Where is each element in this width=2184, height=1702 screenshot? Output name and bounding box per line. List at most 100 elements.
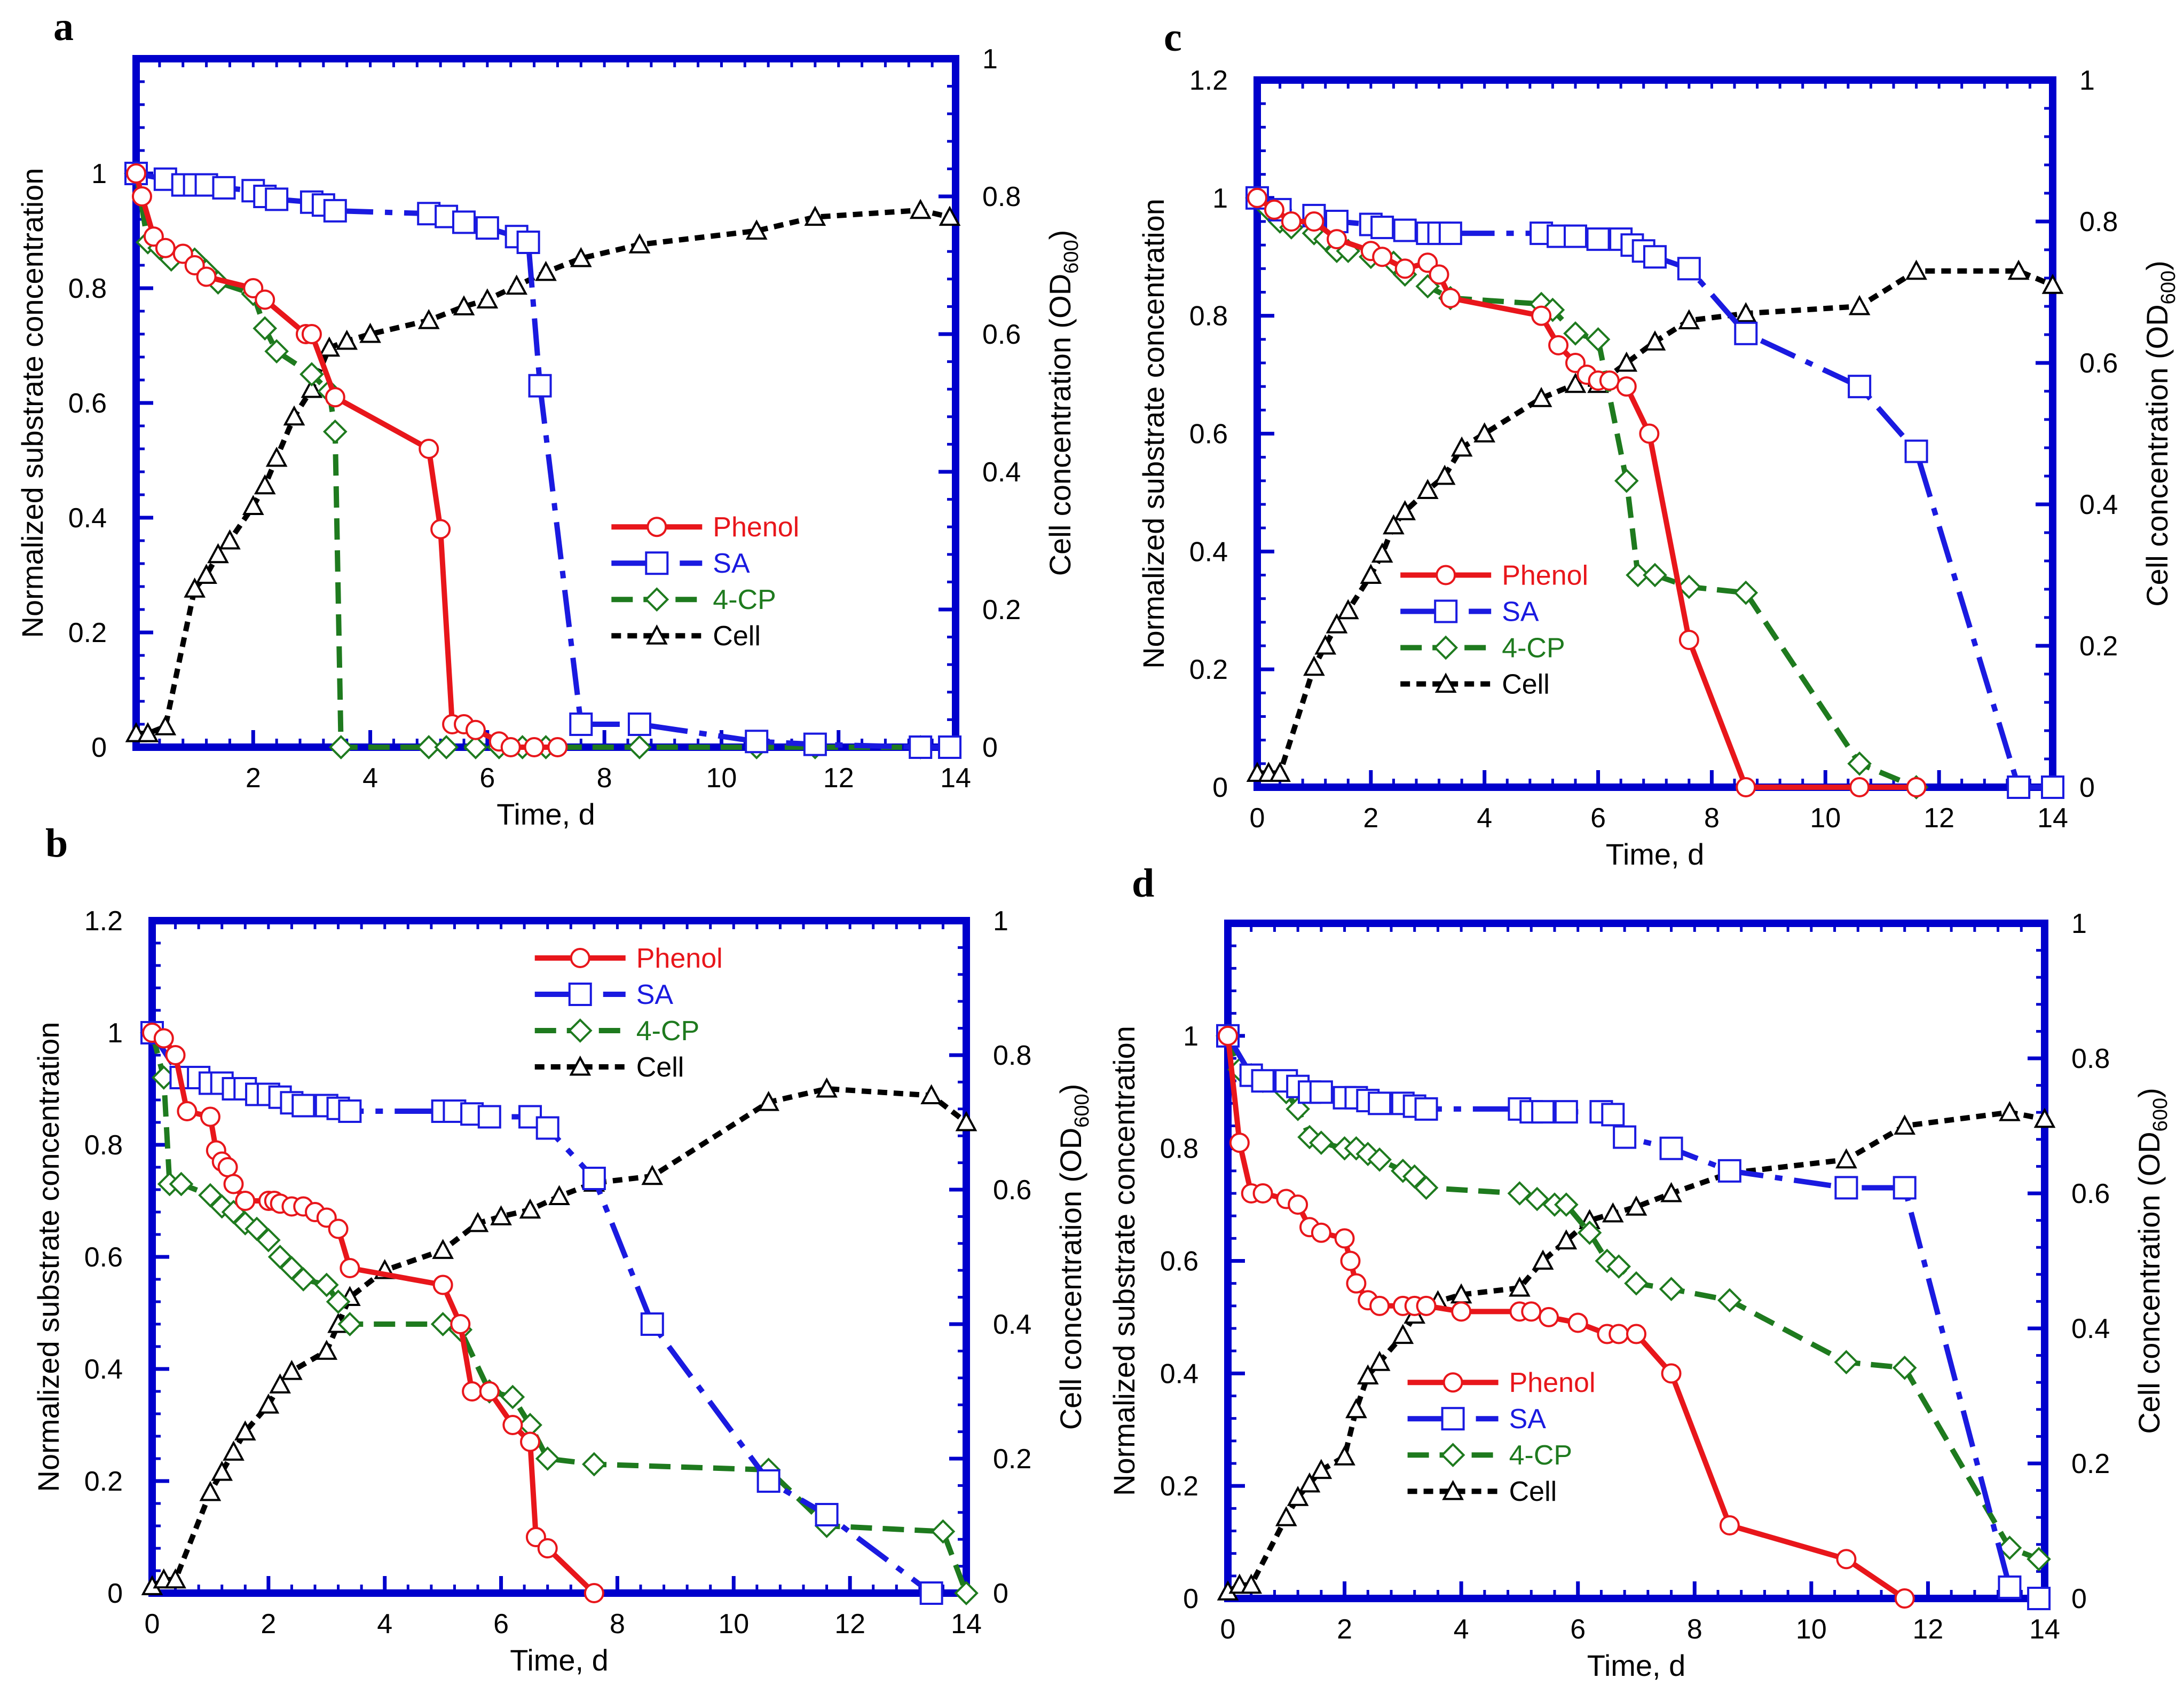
- data-point: [1509, 1276, 1531, 1297]
- data-point: [1554, 1100, 1578, 1124]
- data-point: [1894, 1588, 1915, 1609]
- data-point: [1370, 216, 1394, 240]
- data-point: [1834, 1176, 1858, 1200]
- data-point: [938, 735, 962, 759]
- data-point: [1905, 259, 1927, 280]
- y2-tick-label: 0: [982, 732, 998, 763]
- y2-tick-label: 0.6: [2071, 1178, 2110, 1209]
- y-tick-label: 0: [1212, 772, 1228, 803]
- data-point: [500, 737, 521, 757]
- data-point: [301, 324, 322, 344]
- data-point: [328, 1218, 349, 1239]
- data-point: [452, 210, 476, 234]
- data-point: [627, 735, 652, 759]
- data-point: [169, 1171, 194, 1197]
- data-point: [584, 1583, 604, 1603]
- data-point: [153, 1028, 174, 1049]
- data-point: [450, 1314, 471, 1334]
- data-point: [416, 735, 441, 759]
- x-tick-label: 2: [261, 1609, 276, 1640]
- data-point: [1264, 199, 1284, 220]
- y2-axis-title-main: Cell concentration (OD: [2140, 304, 2174, 606]
- data-point: [1521, 1301, 1542, 1322]
- data-point: [2041, 274, 2064, 294]
- data-point: [1586, 327, 1611, 352]
- data-point: [1532, 1249, 1554, 1270]
- data-point: [909, 735, 933, 759]
- x-tick-label: 4: [1477, 803, 1492, 834]
- data-point: [223, 1174, 244, 1194]
- series-line: [1255, 196, 1918, 790]
- x-tick-label: 4: [362, 763, 378, 794]
- y-tick-label: 1.2: [84, 906, 123, 937]
- data-point: [1659, 1136, 1683, 1160]
- data-point: [1836, 1549, 1857, 1570]
- data-point: [253, 316, 278, 341]
- x-tick-label: 12: [1923, 803, 1954, 834]
- data-point: [2041, 775, 2064, 799]
- x-tick-label: 6: [1590, 803, 1606, 834]
- series-cell: [141, 1077, 977, 1595]
- y-axis-title: Normalized substrate concentration: [1107, 1026, 1141, 1496]
- y2-tick-label: 0: [993, 1578, 1008, 1609]
- data-point: [537, 1538, 558, 1558]
- data-point: [476, 288, 499, 308]
- y2-axis-title-sub: 600: [2157, 271, 2180, 304]
- data-point: [1717, 1159, 1741, 1183]
- data-point: [196, 266, 217, 287]
- data-point: [430, 519, 451, 540]
- data-point: [1451, 1301, 1472, 1322]
- x-tick-label: 8: [597, 763, 612, 794]
- legend: Phenol SA 4-CP Cell: [1400, 560, 1588, 700]
- x-tick-label: 4: [377, 1609, 392, 1640]
- x-tick-label: 10: [706, 763, 737, 794]
- data-point: [628, 233, 651, 254]
- data-point: [1368, 1351, 1391, 1371]
- x-tick-label: 12: [834, 1609, 865, 1640]
- data-point: [338, 1099, 362, 1123]
- data-point: [1734, 321, 1758, 345]
- data-point: [1834, 1350, 1859, 1375]
- data-point: [1531, 305, 1552, 326]
- data-point: [1848, 375, 1872, 399]
- data-point: [235, 1191, 256, 1211]
- y2-tick-label: 0.8: [993, 1040, 1031, 1071]
- legend-label: SA: [713, 548, 750, 579]
- data-point: [256, 1228, 281, 1253]
- data-point: [419, 439, 439, 459]
- data-point: [164, 1568, 186, 1589]
- x-tick-label: 0: [1220, 1614, 1236, 1645]
- data-point: [1616, 376, 1637, 397]
- legend-label: 4-CP: [636, 1016, 699, 1047]
- data-point: [931, 1519, 956, 1544]
- legend-label: Phenol: [636, 943, 723, 974]
- y2-tick-label: 0.4: [2079, 489, 2118, 520]
- legend-swatch-marker: [645, 624, 668, 645]
- legend-label: Cell: [713, 621, 761, 652]
- data-point: [1334, 1445, 1355, 1466]
- x-tick-label: 6: [493, 1609, 509, 1640]
- data-point: [314, 1272, 339, 1297]
- data-point: [322, 419, 348, 444]
- data-point: [756, 1469, 780, 1493]
- series-line: [1256, 195, 2053, 790]
- data-point: [1586, 227, 1610, 251]
- data-point: [318, 336, 341, 357]
- y2-tick-label: 1: [982, 44, 998, 75]
- data-point: [1357, 1364, 1379, 1384]
- data-point: [1606, 1254, 1631, 1279]
- data-point: [1440, 288, 1461, 308]
- x-tick-label: 14: [2037, 803, 2068, 834]
- data-point: [1564, 373, 1587, 393]
- y2-axis-title: Cell concentration (OD600): [1043, 230, 1083, 576]
- x-tick-label: 8: [1687, 1614, 1702, 1645]
- data-point: [1310, 1459, 1333, 1479]
- data-point: [1368, 1091, 1392, 1115]
- data-point: [954, 1581, 979, 1605]
- series-sa: [1216, 1024, 2051, 1610]
- series-cell: [1246, 259, 2064, 782]
- data-point: [1626, 1324, 1646, 1344]
- data-point: [502, 1415, 523, 1435]
- data-point: [1288, 1194, 1308, 1215]
- data-point: [804, 205, 826, 226]
